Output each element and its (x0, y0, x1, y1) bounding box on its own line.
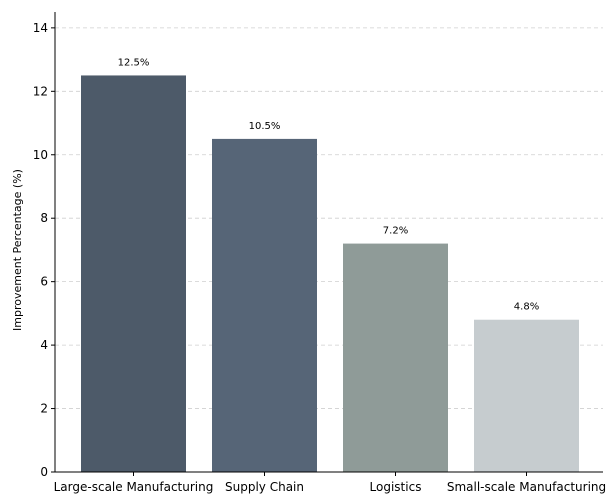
y-tick-label-2: 2 (40, 402, 48, 416)
bar-value-label: 10.5% (249, 121, 281, 132)
y-tick-label-6: 6 (40, 275, 48, 289)
bar-value-label: 4.8% (514, 302, 539, 313)
bar-value-label: 7.2% (383, 226, 408, 237)
y-axis-ticks: 0 2 4 6 8 10 12 14 (33, 21, 55, 479)
bar-value-label: 12.5% (118, 57, 150, 68)
bar-supply-chain (212, 138, 317, 472)
y-axis-title: Improvement Percentage (%) (11, 169, 24, 331)
x-tick-label: Small-scale Manufacturing (447, 480, 606, 494)
bar-large-scale-manufacturing (81, 75, 186, 472)
bars (81, 75, 579, 472)
bar-value-labels: 12.5% 10.5% 7.2% 4.8% (118, 57, 540, 312)
y-tick-label-10: 10 (33, 148, 48, 162)
y-tick-label-4: 4 (40, 338, 48, 352)
bar-logistics (343, 243, 448, 472)
y-tick-label-14: 14 (33, 21, 48, 35)
x-tick-label: Large-scale Manufacturing (54, 480, 214, 494)
y-tick-label-0: 0 (40, 465, 48, 479)
x-tick-label: Supply Chain (225, 480, 304, 494)
x-axis-ticks: Large-scale Manufacturing Supply Chain Log… (54, 472, 606, 494)
y-tick-label-12: 12 (33, 84, 48, 98)
bar-small-scale-manufacturing (474, 319, 579, 472)
y-tick-label-8: 8 (40, 211, 48, 225)
axes (54, 12, 603, 473)
x-tick-label: Logistics (370, 480, 422, 494)
